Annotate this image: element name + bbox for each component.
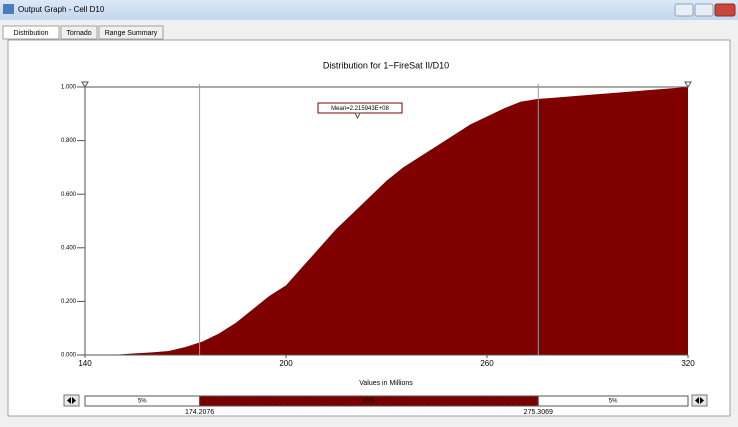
x-tick-label: 140 <box>78 359 92 368</box>
close-button[interactable] <box>714 3 736 17</box>
mean-marker <box>354 112 361 120</box>
tab[interactable] <box>98 25 164 40</box>
arrow-icon <box>67 397 76 404</box>
annotation: Mean=2.215943E+08 <box>331 106 389 112</box>
window-icon <box>3 4 14 14</box>
edge-marker <box>81 81 89 88</box>
range-label: 5% <box>609 399 618 405</box>
tab[interactable] <box>2 25 60 40</box>
y-tick-label: 0.600 <box>61 192 77 198</box>
x-axis-label: Values in Millions <box>359 380 413 387</box>
range-left-button[interactable] <box>63 394 80 407</box>
tab[interactable] <box>60 25 98 40</box>
range-right-button[interactable] <box>691 394 708 407</box>
y-tick-label: 0.000 <box>61 353 77 359</box>
y-tick-label: 1.000 <box>61 85 77 91</box>
maximize-button[interactable] <box>694 3 714 17</box>
y-tick-label: 0.200 <box>61 299 77 305</box>
chart-title: Distribution for 1~FireSat II/D10 <box>323 60 449 70</box>
window-title: Output Graph - Cell D10 <box>18 5 105 14</box>
tab-label: Range Summary <box>105 30 158 37</box>
minimize-button[interactable] <box>674 3 694 17</box>
x-tick-label: 200 <box>279 359 293 368</box>
tab-label: Distribution <box>13 30 48 37</box>
range-label: 5% <box>138 399 147 405</box>
edge-marker <box>684 81 692 88</box>
marker-label: 174.2076 <box>185 409 214 416</box>
x-tick-label: 320 <box>681 359 695 368</box>
x-tick-label: 260 <box>480 359 494 368</box>
title-bar <box>0 0 738 20</box>
range-segment <box>537 395 689 407</box>
tab-label: Tornado <box>66 30 91 37</box>
range-label: 90% <box>363 399 376 405</box>
y-tick-label: 0.400 <box>61 245 77 251</box>
marker-label: 275.3069 <box>524 409 553 416</box>
cdf-area <box>85 87 688 355</box>
arrow-icon <box>695 397 704 404</box>
y-tick-label: 0.800 <box>61 138 77 144</box>
